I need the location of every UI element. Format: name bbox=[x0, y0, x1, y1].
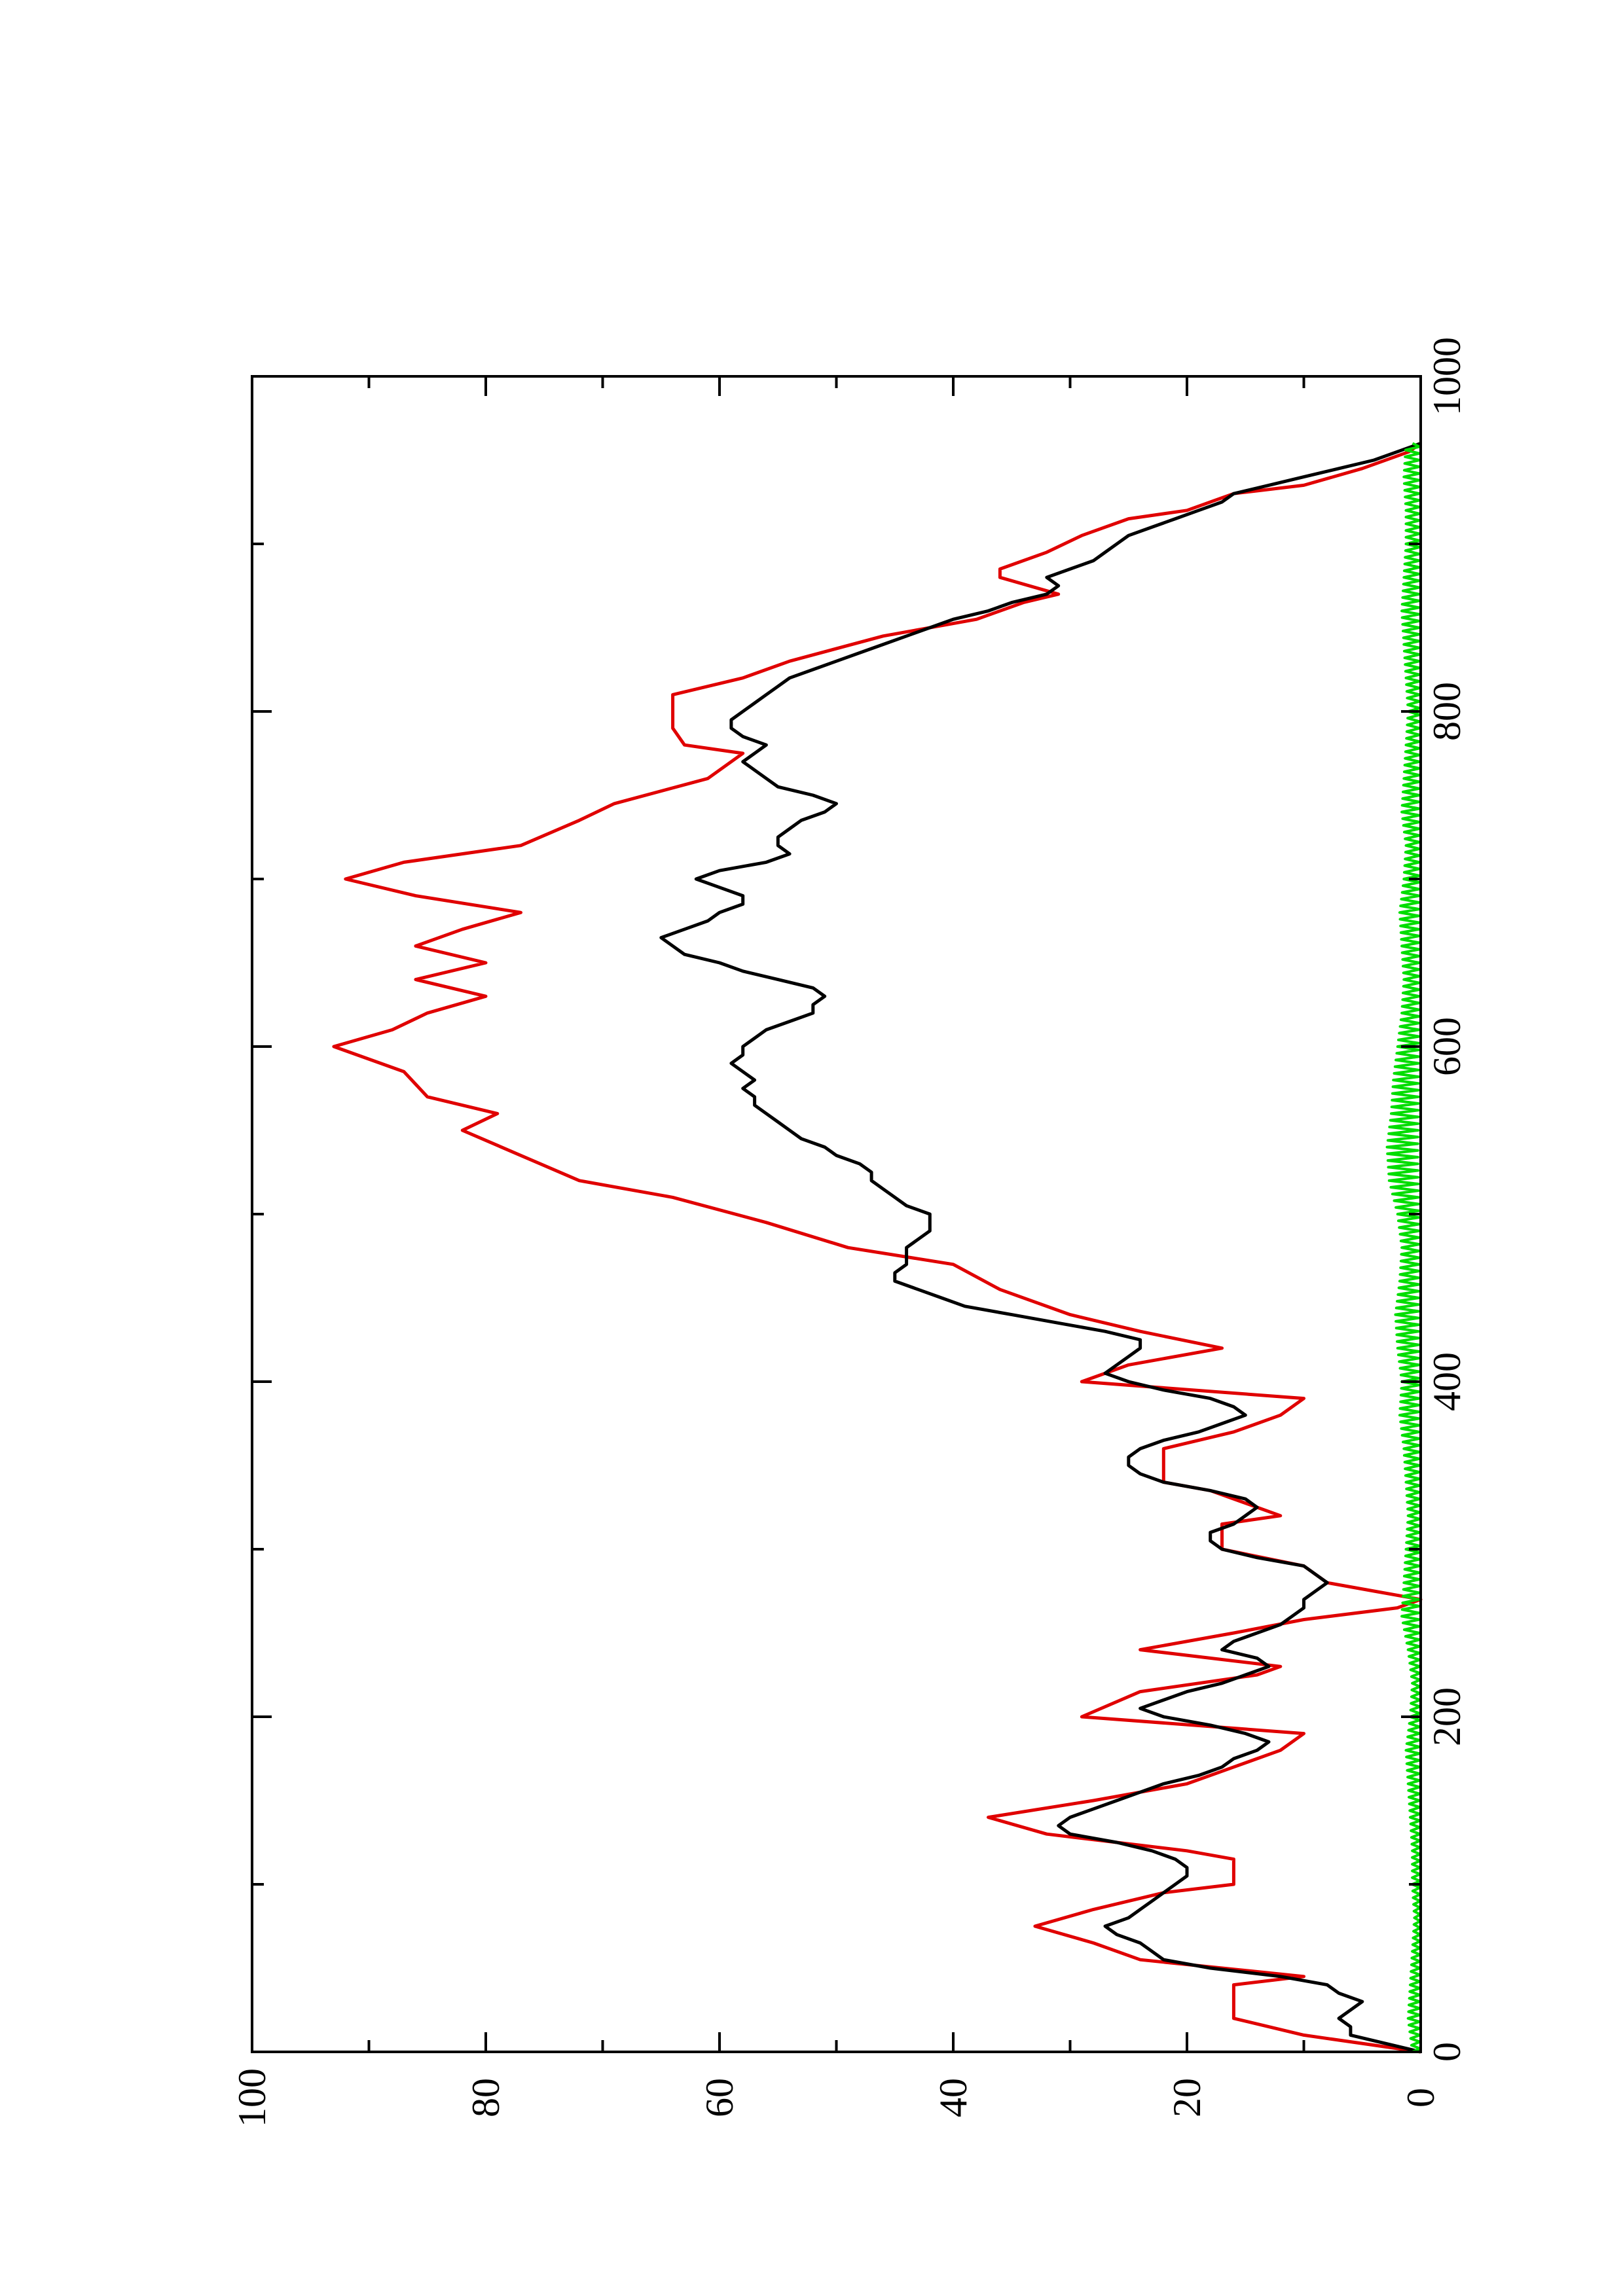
x-tick-label-600: 600 bbox=[1425, 1017, 1468, 1076]
y-tick-label-60: 60 bbox=[698, 2078, 741, 2117]
y-tick-label-0: 0 bbox=[1399, 2088, 1442, 2108]
x-tick-label-400: 400 bbox=[1425, 1352, 1468, 1411]
y-tick-label-80: 80 bbox=[464, 2078, 507, 2117]
x-tick-label-1000: 1000 bbox=[1425, 337, 1468, 416]
x-tick-label-200: 200 bbox=[1425, 1687, 1468, 1746]
y-tick-label-20: 20 bbox=[1165, 2078, 1209, 2117]
x-tick-label-0: 0 bbox=[1425, 2042, 1468, 2062]
y-tick-label-100: 100 bbox=[230, 2068, 274, 2127]
y-tick-label-40: 40 bbox=[932, 2078, 975, 2117]
x-tick-label-800: 800 bbox=[1425, 682, 1468, 741]
black-series-line bbox=[659, 442, 1421, 2054]
tick-layer: 0 200 400 600 800 1000 0 20 40 60 80 100 bbox=[230, 337, 1468, 2127]
